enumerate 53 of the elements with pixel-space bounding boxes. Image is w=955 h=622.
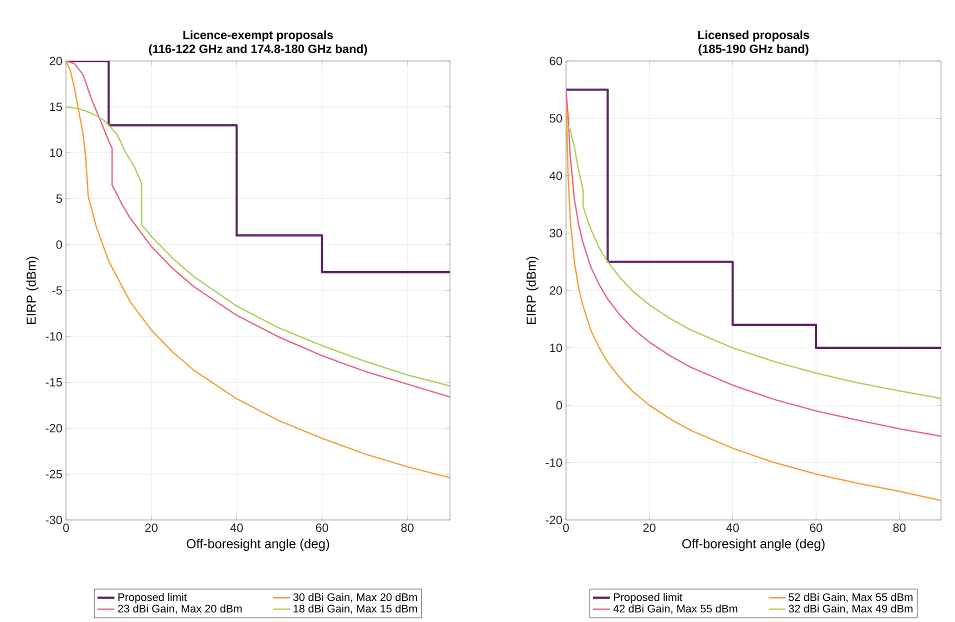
y-tick-label: -25 — [46, 470, 62, 478]
y-tick-label: -10 — [46, 332, 62, 341]
y-tick-label: 30 — [550, 228, 562, 238]
x-tick-label: 60 — [316, 524, 328, 532]
x-tick-label: 80 — [893, 524, 906, 532]
y-tick-label: 20 — [50, 56, 62, 66]
legend-label: 32 dBi Gain, Max 49 dBm — [788, 604, 912, 614]
x-axis-title: Off-boresight angle (deg) — [186, 538, 330, 551]
x-tick-label: 0 — [63, 524, 69, 532]
y-tick-label: 60 — [550, 56, 562, 66]
chart-title: Licensed proposals — [698, 30, 810, 42]
line-series — [566, 88, 942, 437]
y-tick-label: 20 — [550, 286, 562, 295]
chart-title: Licence-exempt proposals — [183, 30, 333, 42]
y-tick-label: -20 — [546, 516, 562, 524]
y-tick-label: 15 — [50, 102, 62, 112]
chart-subtitle: (116-122 GHz and 174.8-180 GHz band) — [148, 44, 368, 56]
x-tick-label: 20 — [643, 524, 656, 532]
x-tick-label: 0 — [563, 524, 569, 532]
y-tick-label: 0 — [556, 401, 562, 410]
legend-label: 42 dBi Gain, Max 55 dBm — [613, 604, 738, 614]
y-tick-label: -20 — [46, 424, 62, 432]
y-tick-label: -15 — [46, 378, 62, 386]
line-series — [66, 106, 450, 387]
legend-label: 30 dBi Gain, Max 20 dBm — [293, 593, 417, 602]
x-tick-label: 20 — [145, 524, 158, 532]
legend-label: Proposed limit — [118, 593, 187, 604]
x-axis-title: Off-boresight angle (deg) — [682, 538, 825, 551]
legend-label: Proposed limit — [614, 593, 682, 604]
line-series — [566, 123, 942, 400]
y-tick-label: -30 — [46, 516, 62, 524]
y-tick-label: 40 — [549, 172, 562, 180]
line-series — [66, 60, 450, 478]
line-series — [66, 60, 450, 398]
legend-label: 52 dBi Gain, Max 55 dBm — [788, 593, 912, 602]
line-series — [66, 60, 450, 274]
y-tick-label: -5 — [52, 286, 62, 295]
legend-label: 18 dBi Gain, Max 15 dBm — [294, 604, 417, 614]
y-axis-title: EIRP (dBm) — [26, 256, 38, 324]
y-axis-title: EIRP (dBm) — [526, 256, 538, 324]
y-tick-label: 10 — [550, 344, 562, 352]
y-tick-label: 50 — [550, 114, 562, 123]
legend-label: 23 dBi Gain, Max 20 dBm — [118, 604, 242, 614]
line-series — [566, 88, 942, 349]
x-tick-label: 60 — [810, 524, 822, 532]
x-tick-label: 80 — [401, 524, 414, 532]
x-tick-label: 40 — [230, 524, 243, 532]
chart-subtitle: (185-190 GHz band) — [698, 44, 808, 56]
y-tick-label: -10 — [546, 458, 562, 467]
y-tick-label: 0 — [56, 240, 62, 249]
y-tick-label: 10 — [50, 148, 62, 158]
x-tick-label: 40 — [726, 524, 739, 532]
y-tick-label: 5 — [56, 194, 62, 203]
